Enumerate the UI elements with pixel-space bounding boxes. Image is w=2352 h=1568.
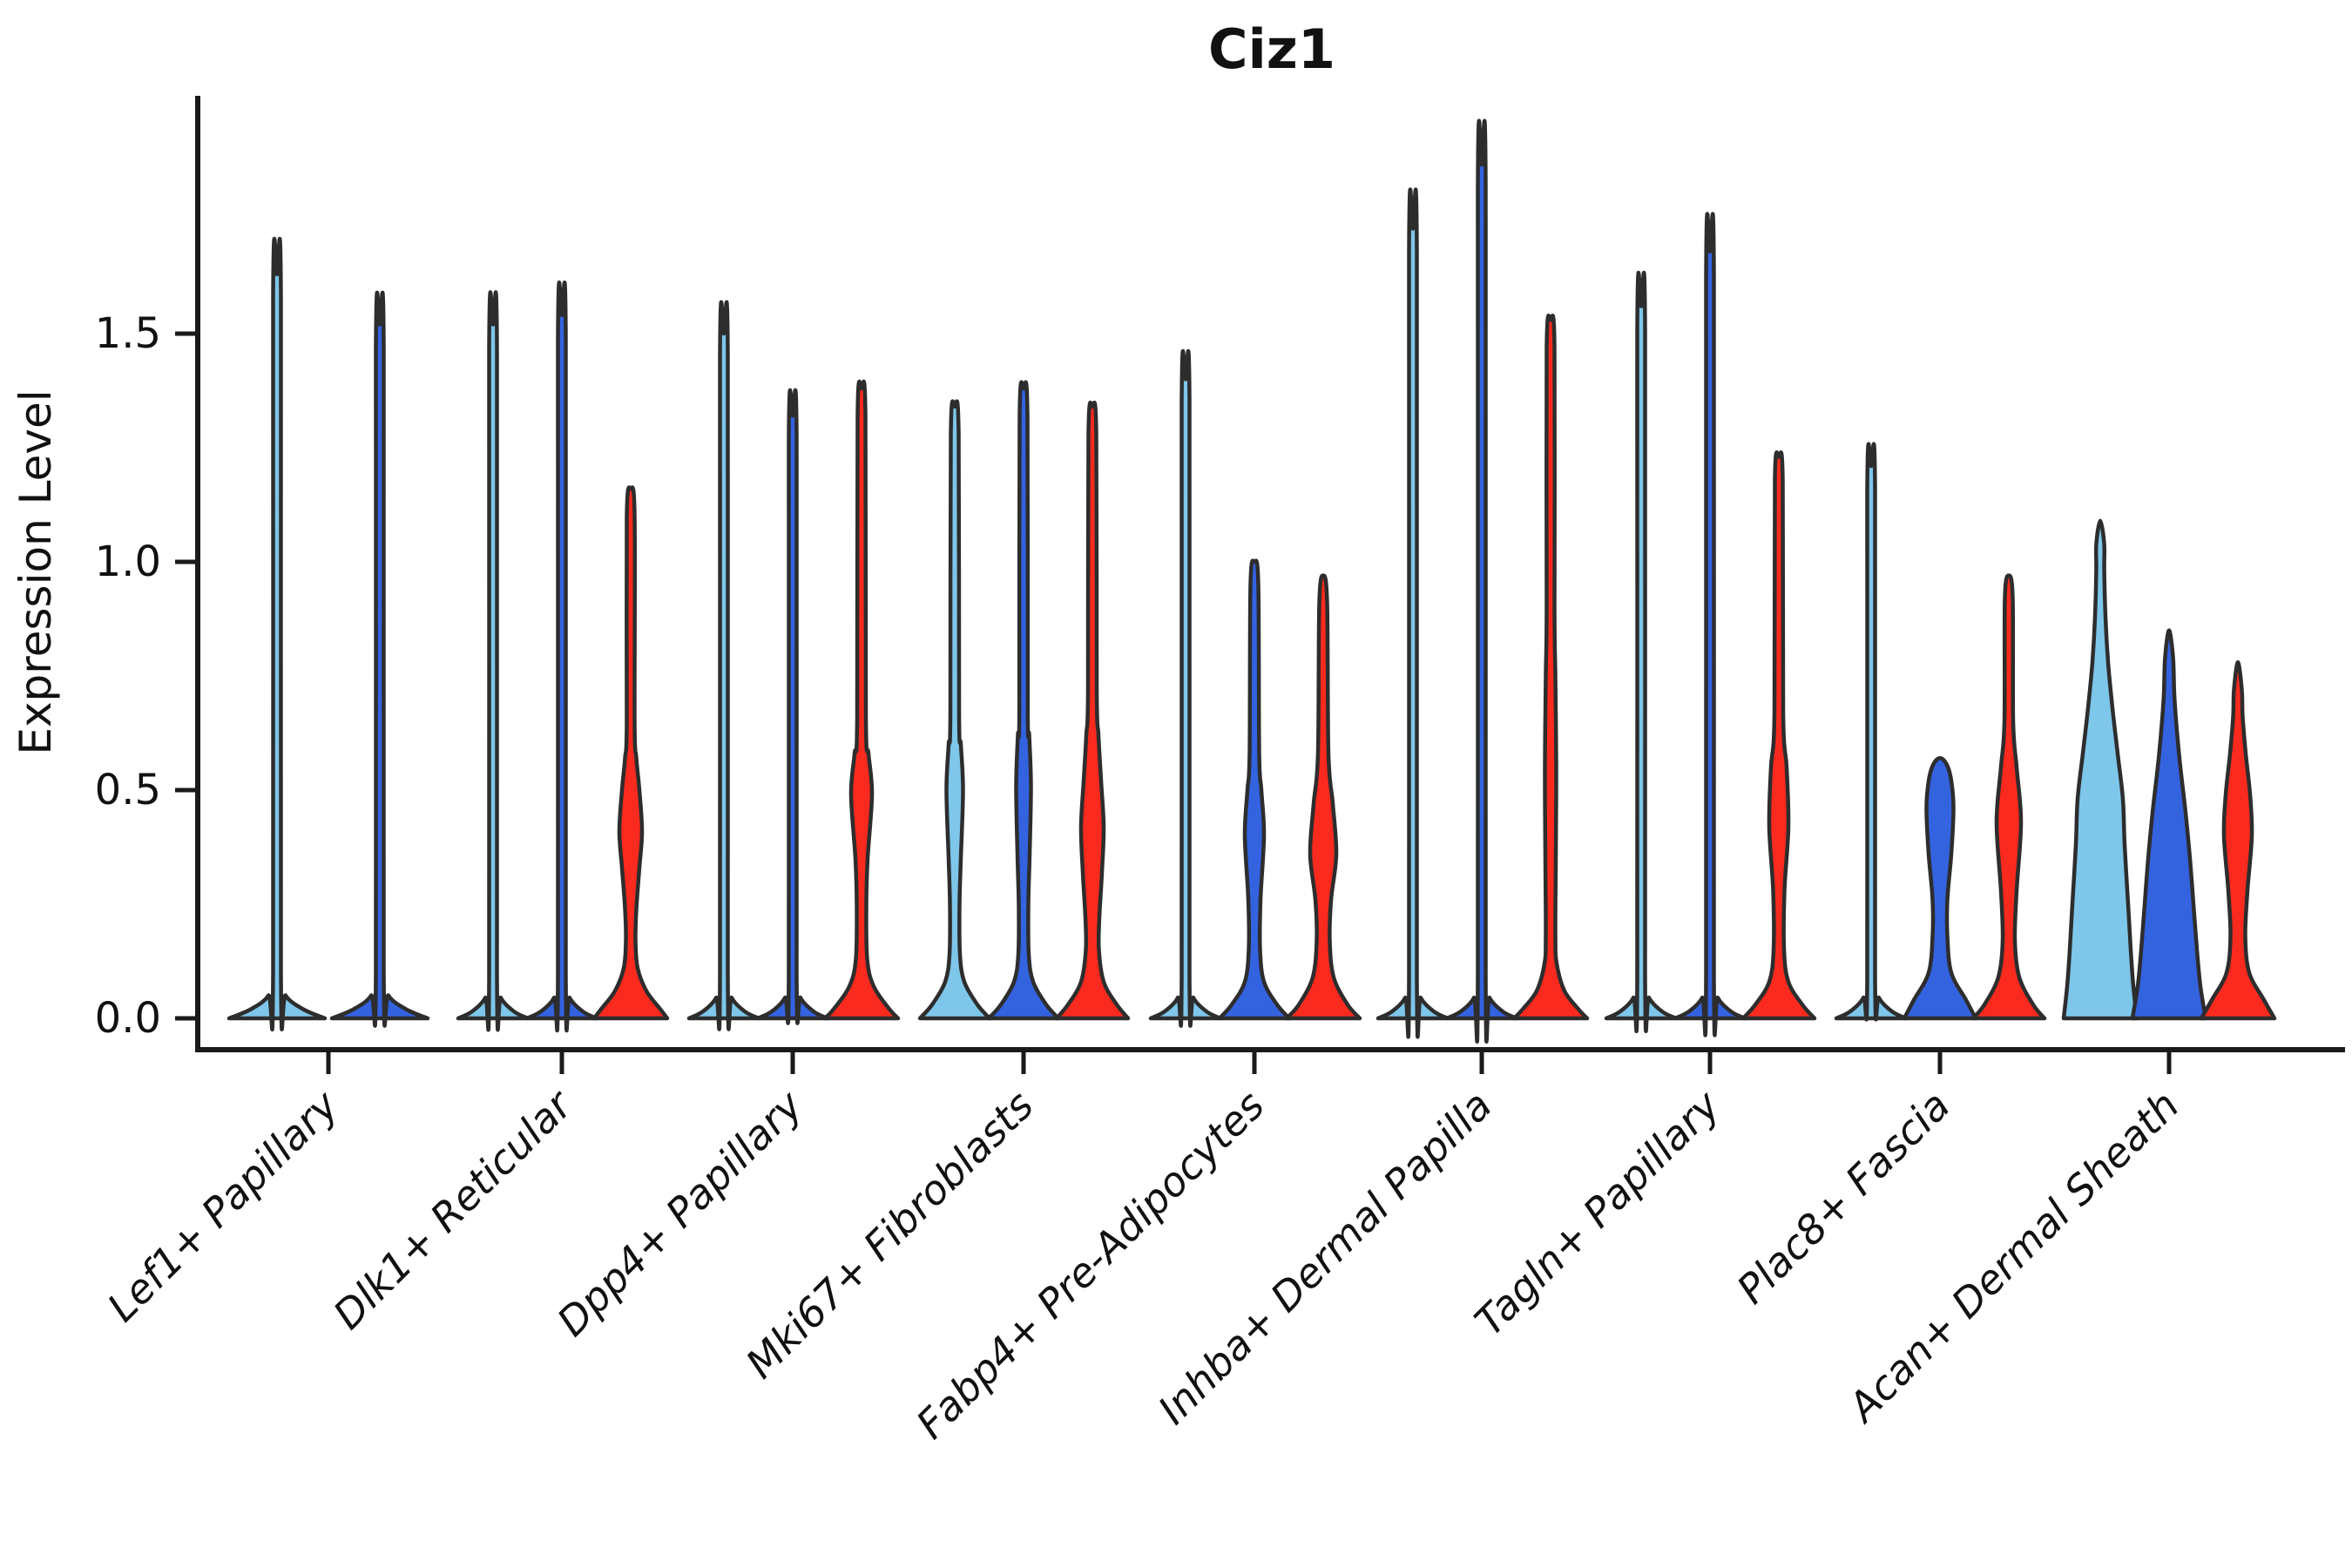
violin-5-skyblue [1375,187,1450,1039]
x-tick-label: Dlk1+ Reticular [324,1079,583,1338]
y-tick-label: 0.5 [95,766,161,814]
violin-4-blue [1217,558,1292,1021]
violin-4-skyblue [1148,348,1223,1028]
violin-7-red [1970,573,2047,1021]
y-tick-label: 1.0 [95,537,161,586]
violin-3-blue [986,380,1061,1021]
violin-1-blue [524,280,599,1033]
violin-2-red [822,379,901,1021]
y-tick-label: 0.0 [95,994,161,1043]
chart-title: Ciz1 [1208,17,1335,81]
violin-2-skyblue [686,300,761,1031]
violin-4-red [1284,573,1362,1021]
x-tick-label: Tagln+ Papillary [1465,1081,1729,1345]
violin-6-skyblue [1604,270,1679,1034]
violin-8-red [2199,660,2277,1021]
y-axis-label: Expression Level [10,389,61,754]
violin-1-red [591,485,670,1021]
violin-8-skyblue [2061,518,2139,1021]
x-tick-label: Dpp4+ Papillary [548,1081,812,1345]
x-tick-label: Lef1+ Papillary [98,1081,348,1330]
violin-7-blue [1902,756,1978,1021]
x-tick-label: Plac8+ Fascia [1727,1082,1958,1313]
violin-0-blue [329,290,430,1028]
violin-7-skyblue [1834,442,1909,1022]
y-tick-label: 1.5 [95,309,161,358]
violin-0-skyblue [226,236,328,1031]
violin-1-skyblue [456,290,531,1032]
violin-5-blue [1444,118,1519,1044]
violin-3-red [1054,400,1131,1021]
violin-3-skyblue [917,399,992,1021]
violin-6-blue [1673,212,1747,1037]
violin-5-red [1511,314,1590,1021]
violin-8-blue [2130,628,2208,1021]
violin-6-red [1740,450,1817,1021]
violin-2-blue [755,388,830,1025]
